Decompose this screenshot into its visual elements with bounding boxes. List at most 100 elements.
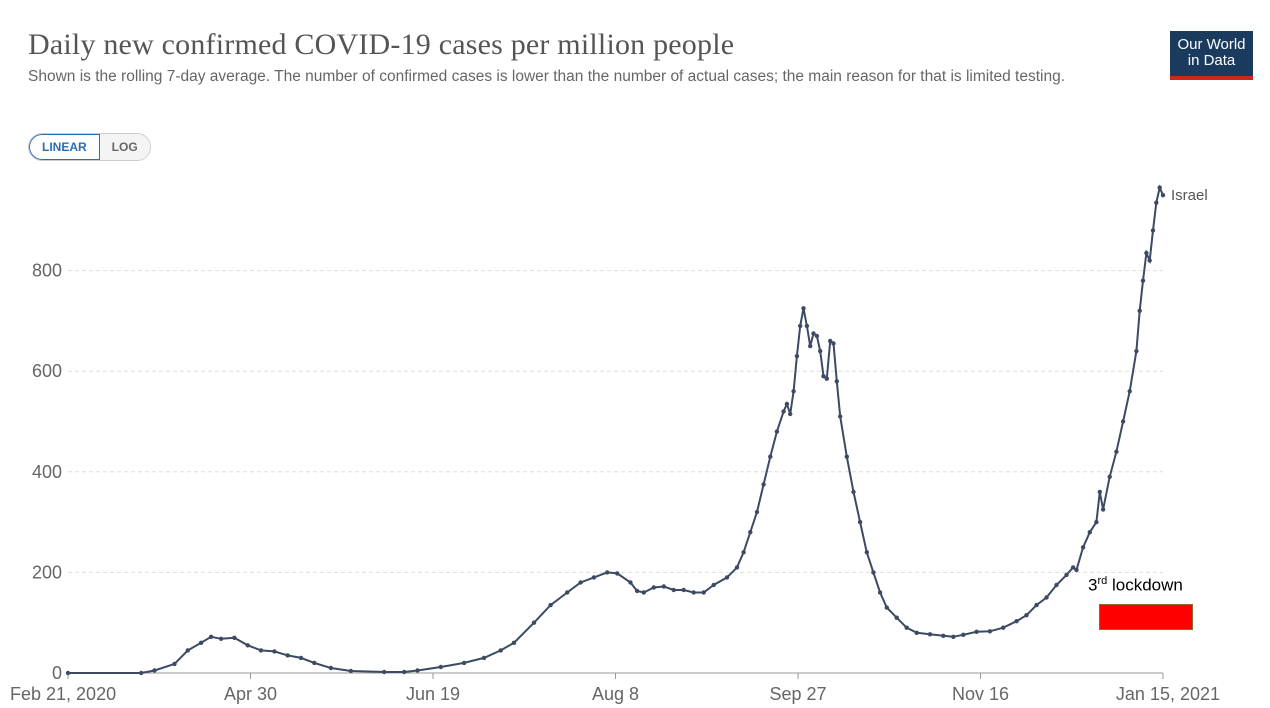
data-point[interactable]: [511, 640, 517, 645]
data-point[interactable]: [761, 482, 766, 487]
data-point[interactable]: [1120, 419, 1126, 424]
data-point[interactable]: [798, 323, 803, 329]
data-point[interactable]: [871, 570, 876, 575]
data-point[interactable]: [804, 323, 810, 329]
data-point[interactable]: [724, 575, 730, 580]
data-point[interactable]: [768, 454, 773, 459]
data-point[interactable]: [258, 648, 264, 653]
data-point[interactable]: [741, 550, 746, 555]
data-point[interactable]: [1100, 507, 1106, 512]
data-point[interactable]: [811, 331, 816, 336]
data-point[interactable]: [748, 530, 753, 535]
data-point[interactable]: [1154, 200, 1159, 205]
data-point[interactable]: [605, 570, 610, 575]
data-point[interactable]: [857, 519, 863, 525]
data-point[interactable]: [808, 343, 813, 349]
data-point[interactable]: [218, 636, 224, 641]
data-point[interactable]: [198, 640, 204, 645]
data-point[interactable]: [1074, 567, 1079, 573]
series-line-israel[interactable]: [68, 184, 1164, 674]
linear-scale-button[interactable]: LINEAR: [29, 134, 100, 160]
data-point[interactable]: [402, 669, 407, 675]
data-point[interactable]: [774, 429, 780, 434]
data-point[interactable]: [1034, 602, 1039, 608]
data-point[interactable]: [1140, 278, 1146, 283]
data-point[interactable]: [661, 584, 666, 589]
data-point[interactable]: [272, 649, 277, 654]
data-point[interactable]: [1134, 348, 1139, 354]
data-point[interactable]: [711, 582, 716, 588]
data-point[interactable]: [834, 379, 839, 384]
data-point[interactable]: [185, 648, 190, 653]
data-point[interactable]: [348, 668, 354, 674]
data-point[interactable]: [941, 633, 946, 638]
data-point[interactable]: [461, 660, 467, 666]
data-point[interactable]: [481, 655, 487, 661]
data-point[interactable]: [974, 629, 979, 634]
data-point[interactable]: [801, 306, 806, 311]
data-point[interactable]: [1014, 619, 1019, 624]
data-point[interactable]: [591, 575, 597, 580]
data-point[interactable]: [951, 634, 956, 639]
data-point[interactable]: [1137, 308, 1142, 313]
data-point[interactable]: [784, 401, 790, 407]
data-point[interactable]: [634, 588, 640, 594]
data-point[interactable]: [818, 348, 823, 354]
data-point[interactable]: [1001, 625, 1006, 630]
data-point[interactable]: [701, 590, 706, 595]
data-point[interactable]: [781, 409, 786, 414]
data-point[interactable]: [172, 661, 177, 667]
data-point[interactable]: [1070, 565, 1076, 570]
data-point[interactable]: [681, 587, 686, 593]
data-point[interactable]: [788, 411, 793, 417]
data-point[interactable]: [139, 670, 144, 676]
data-point[interactable]: [904, 625, 909, 630]
data-point[interactable]: [1094, 519, 1099, 525]
data-point[interactable]: [961, 632, 966, 637]
data-point[interactable]: [651, 585, 656, 590]
data-point[interactable]: [844, 454, 849, 459]
data-point[interactable]: [1144, 250, 1149, 256]
data-point[interactable]: [298, 655, 304, 661]
data-point[interactable]: [884, 605, 889, 610]
data-point[interactable]: [312, 660, 317, 666]
data-point[interactable]: [894, 615, 899, 620]
data-point[interactable]: [754, 509, 760, 515]
data-point[interactable]: [1097, 489, 1103, 495]
data-point[interactable]: [838, 414, 843, 419]
data-point[interactable]: [851, 489, 856, 495]
data-point[interactable]: [1157, 185, 1162, 190]
data-point[interactable]: [794, 353, 800, 359]
data-point[interactable]: [498, 648, 503, 653]
data-point[interactable]: [1127, 389, 1132, 394]
data-point[interactable]: [565, 590, 570, 595]
data-point[interactable]: [641, 590, 646, 595]
data-point[interactable]: [1087, 530, 1093, 535]
data-point[interactable]: [628, 580, 633, 585]
series-label-israel[interactable]: Israel: [1171, 187, 1208, 204]
data-point[interactable]: [285, 653, 290, 658]
data-point[interactable]: [814, 333, 820, 339]
data-point[interactable]: [831, 341, 836, 346]
data-point[interactable]: [208, 634, 214, 639]
data-point[interactable]: [791, 389, 796, 394]
log-scale-button[interactable]: LOG: [99, 134, 150, 160]
data-point[interactable]: [828, 338, 833, 344]
data-point[interactable]: [927, 632, 933, 637]
data-point[interactable]: [1150, 228, 1156, 233]
data-point[interactable]: [1024, 613, 1029, 618]
data-point[interactable]: [987, 629, 993, 634]
data-point[interactable]: [864, 550, 869, 555]
data-point[interactable]: [438, 664, 443, 670]
data-point[interactable]: [1054, 582, 1059, 588]
data-point[interactable]: [232, 635, 237, 640]
data-point[interactable]: [1107, 474, 1112, 479]
data-point[interactable]: [548, 602, 553, 608]
data-point[interactable]: [877, 590, 883, 595]
data-point[interactable]: [671, 587, 676, 593]
owid-logo[interactable]: Our World in Data: [1170, 31, 1253, 80]
data-point[interactable]: [578, 580, 583, 585]
data-point[interactable]: [1147, 258, 1152, 263]
data-point[interactable]: [615, 571, 620, 576]
data-point[interactable]: [152, 668, 157, 673]
